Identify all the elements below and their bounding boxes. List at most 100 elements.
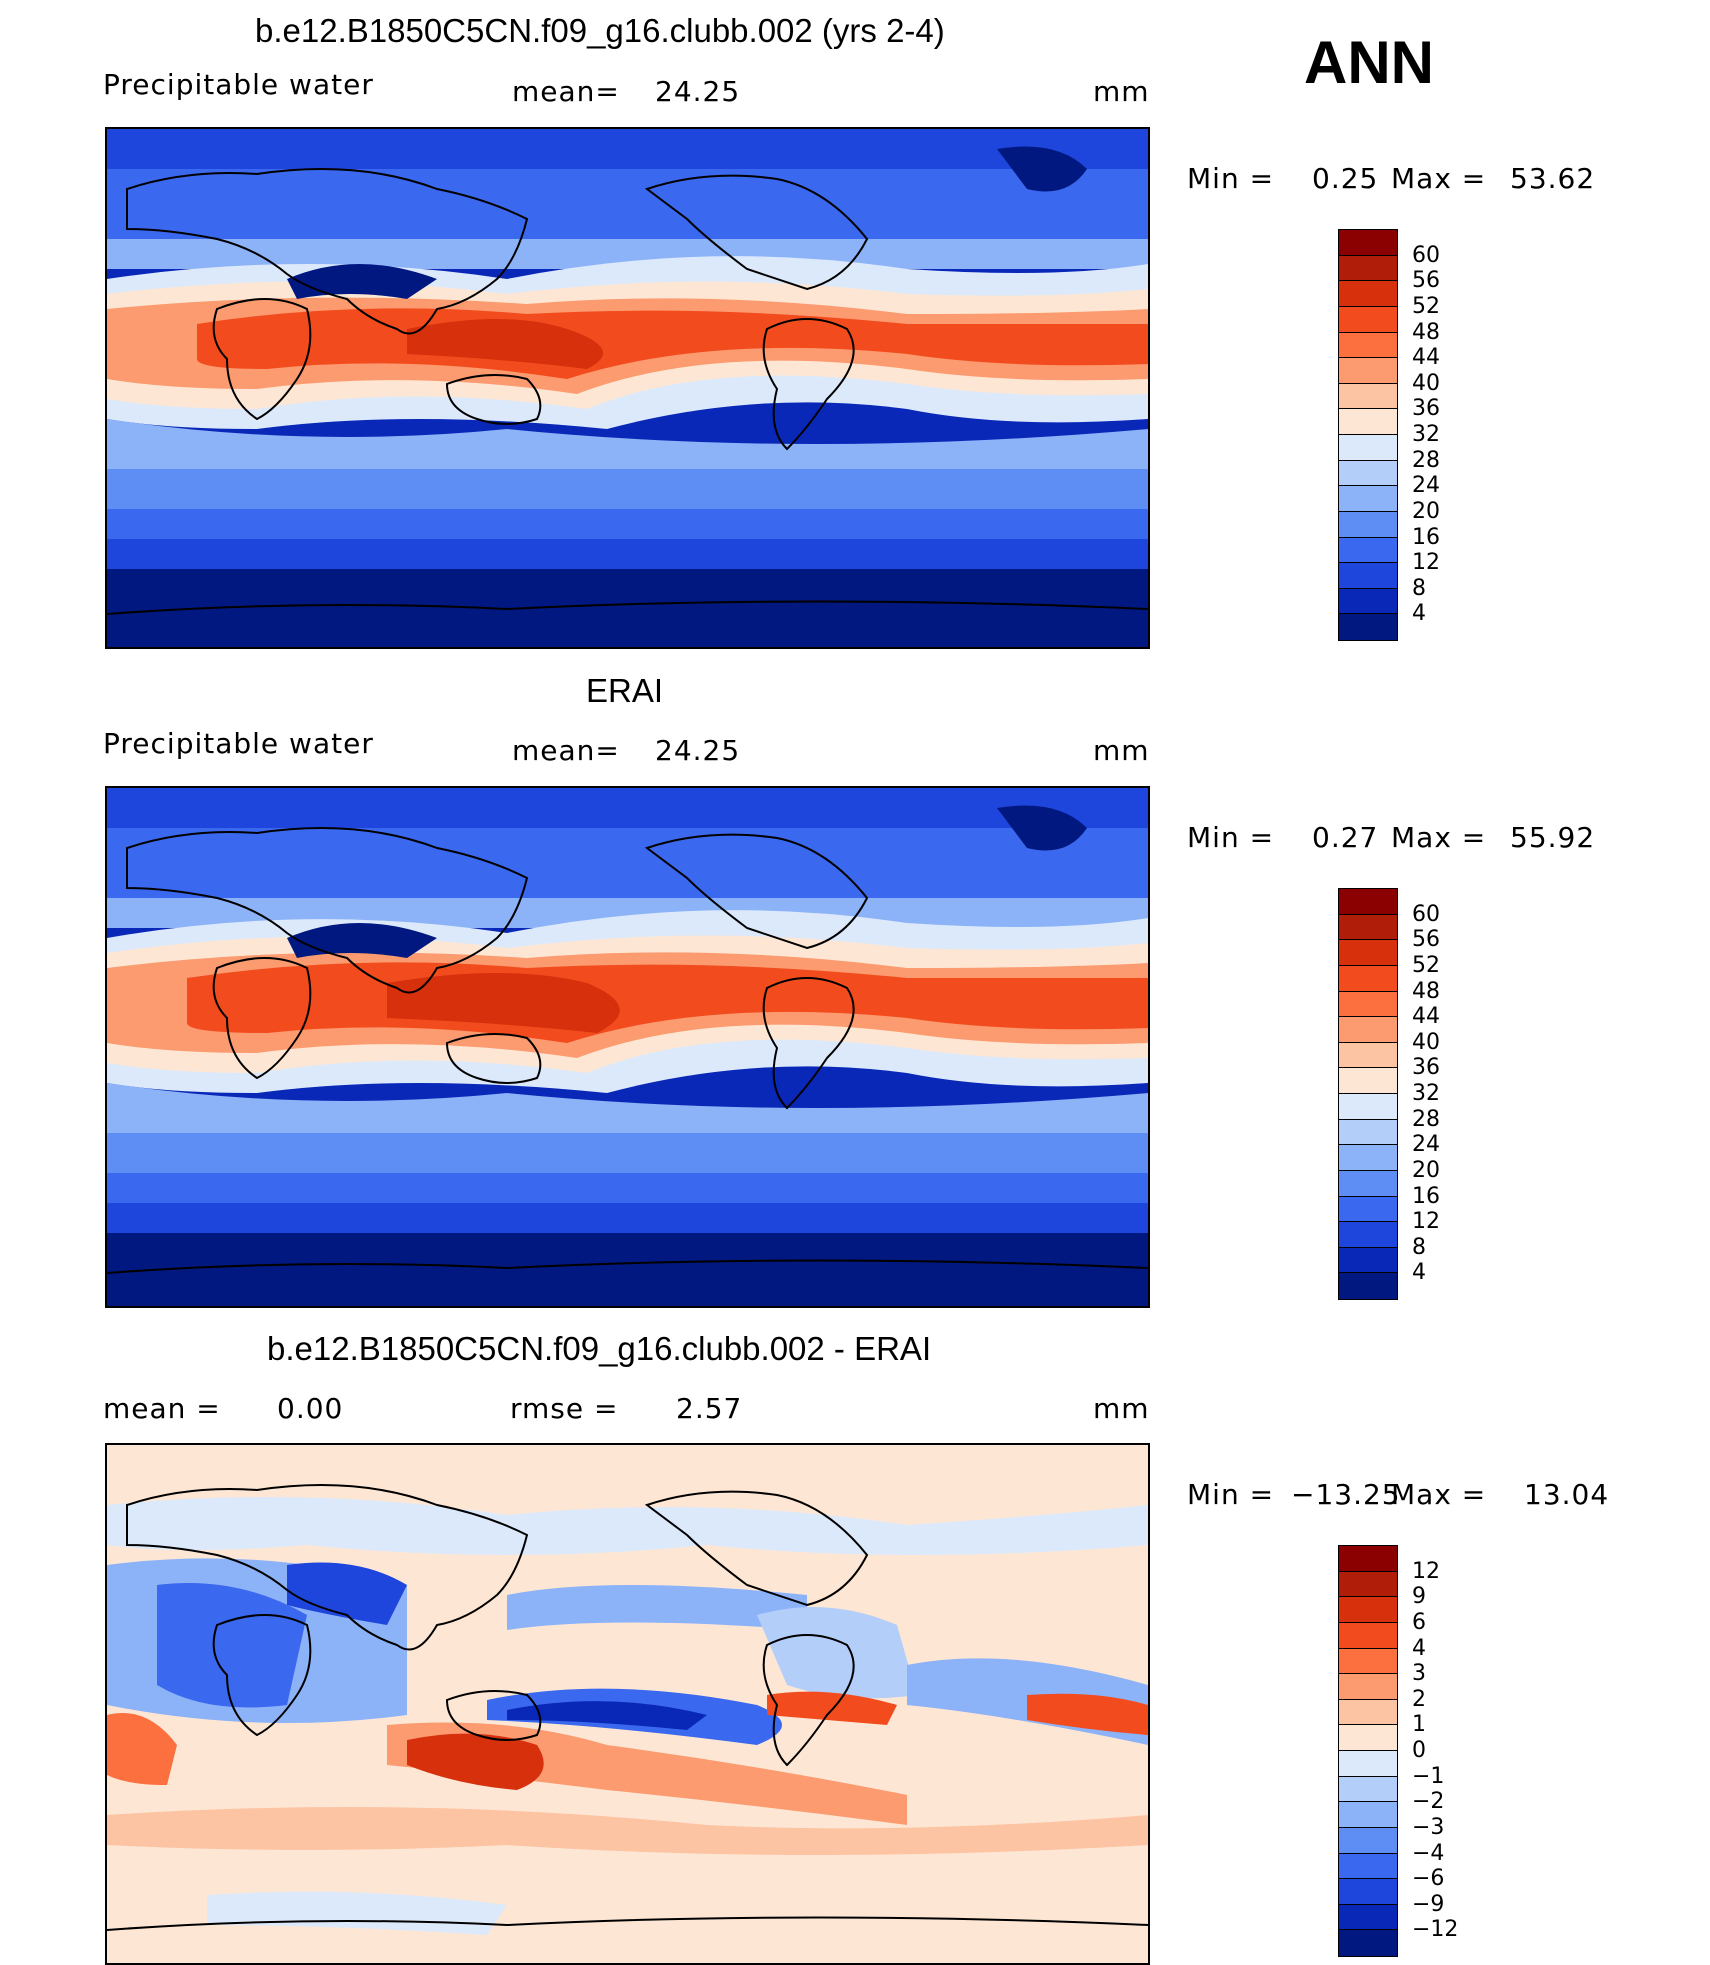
colorbar-swatch xyxy=(1339,1196,1397,1223)
colorbar-swatch xyxy=(1339,1725,1397,1751)
colorbar-tick-label: 40 xyxy=(1412,370,1440,396)
panel-1-max-label: Max = xyxy=(1391,162,1487,195)
colorbar-swatch xyxy=(1339,1853,1397,1880)
colorbar-swatch xyxy=(1339,1571,1397,1598)
colorbar-swatch xyxy=(1339,1068,1397,1094)
colorbar-tick-label: 20 xyxy=(1412,498,1440,524)
colorbar-swatch xyxy=(1339,1042,1397,1069)
panel-2-variable: Precipitable water xyxy=(103,727,374,760)
panel-1-min-label: Min = xyxy=(1187,162,1275,195)
panel-3-title: b.e12.B1850C5CN.f09_g16.clubb.002 - ERAI xyxy=(267,1330,932,1367)
colorbar-swatch xyxy=(1339,1776,1397,1803)
panel-1-variable: Precipitable water xyxy=(103,68,374,101)
panel-1-max-value: 53.62 xyxy=(1510,162,1596,195)
colorbar-tick-label: 44 xyxy=(1412,345,1440,371)
panel-2-colorbar xyxy=(1338,888,1398,1300)
colorbar-swatch xyxy=(1339,1273,1397,1299)
season-label: ANN xyxy=(1304,29,1434,96)
panel-1-colorbar xyxy=(1338,229,1398,641)
colorbar-tick-label: −2 xyxy=(1412,1789,1445,1815)
colorbar-swatch xyxy=(1339,991,1397,1018)
colorbar-tick-label: 16 xyxy=(1412,1183,1440,1209)
panel-2-title: ERAI xyxy=(586,672,664,709)
colorbar-tick-label: 32 xyxy=(1412,1081,1440,1106)
colorbar-swatch xyxy=(1339,1247,1397,1274)
colorbar-tick-label: 44 xyxy=(1412,1004,1440,1030)
colorbar-tick-label: 52 xyxy=(1412,952,1440,978)
colorbar-swatch xyxy=(1339,537,1397,564)
panel-2-map xyxy=(105,786,1150,1308)
colorbar-swatch xyxy=(1339,965,1397,992)
colorbar-swatch xyxy=(1339,306,1397,333)
colorbar-tick-label: 56 xyxy=(1412,268,1440,294)
colorbar-tick-label: 28 xyxy=(1412,447,1440,473)
colorbar-swatch xyxy=(1339,409,1397,435)
panel-1-map xyxy=(105,127,1150,649)
colorbar-tick-label: 60 xyxy=(1412,901,1440,927)
colorbar-tick-label: 12 xyxy=(1412,1558,1440,1584)
panel-3-mean-label: mean = xyxy=(103,1392,221,1425)
panel-3-colorbar xyxy=(1338,1545,1398,1957)
panel-2-mean-value: 24.25 xyxy=(655,734,741,767)
colorbar-swatch xyxy=(1339,1017,1397,1043)
panel-3-max-label: Max = xyxy=(1391,1478,1487,1511)
colorbar-tick-label: 4 xyxy=(1412,1260,1426,1286)
colorbar-tick-label: 8 xyxy=(1412,575,1426,601)
panel-1-title: b.e12.B1850C5CN.f09_g16.clubb.002 (yrs 2… xyxy=(255,12,945,49)
colorbar-tick-label: 8 xyxy=(1412,1234,1426,1260)
colorbar-swatch xyxy=(1339,358,1397,384)
colorbar-swatch xyxy=(1339,435,1397,461)
colorbar-swatch xyxy=(1339,1879,1397,1905)
colorbar-swatch xyxy=(1339,460,1397,487)
colorbar-swatch xyxy=(1339,332,1397,359)
colorbar-tick-label: 4 xyxy=(1412,1635,1426,1661)
panel-3-rmse-value: 2.57 xyxy=(676,1392,743,1425)
colorbar-swatch xyxy=(1339,1094,1397,1120)
panel-2-min-label: Min = xyxy=(1187,821,1275,854)
colorbar-tick-label: 24 xyxy=(1412,473,1440,499)
colorbar-tick-label: 6 xyxy=(1412,1609,1426,1635)
colorbar-swatch xyxy=(1339,1597,1397,1623)
colorbar-tick-label: −12 xyxy=(1412,1917,1459,1943)
colorbar-tick-label: 52 xyxy=(1412,293,1440,319)
colorbar-swatch xyxy=(1339,1170,1397,1197)
panel-3-units: mm xyxy=(1093,1392,1150,1425)
colorbar-swatch xyxy=(1339,1119,1397,1146)
colorbar-swatch xyxy=(1339,1827,1397,1854)
panel-1-mean-value: 24.25 xyxy=(655,75,741,108)
colorbar-tick-label: 4 xyxy=(1412,601,1426,627)
panel-2-units: mm xyxy=(1093,734,1150,767)
colorbar-tick-label: −1 xyxy=(1412,1763,1445,1789)
panel-1-units: mm xyxy=(1093,75,1150,108)
colorbar-swatch xyxy=(1339,511,1397,538)
panel-2-max-value: 55.92 xyxy=(1510,821,1596,854)
panel-3-map xyxy=(105,1443,1150,1965)
colorbar-tick-label: −9 xyxy=(1412,1891,1445,1917)
colorbar-tick-label: −6 xyxy=(1412,1866,1445,1892)
colorbar-swatch xyxy=(1339,1622,1397,1649)
colorbar-tick-label: 36 xyxy=(1412,396,1440,422)
panel-2-min-value: 0.27 xyxy=(1312,821,1379,854)
panel-3-max-value: 13.04 xyxy=(1524,1478,1610,1511)
colorbar-swatch xyxy=(1339,1648,1397,1675)
colorbar-tick-label: 0 xyxy=(1412,1738,1426,1763)
colorbar-swatch xyxy=(1339,383,1397,410)
colorbar-swatch xyxy=(1339,486,1397,512)
panel-2-mean-label: mean= xyxy=(512,734,620,767)
colorbar-swatch xyxy=(1339,230,1397,256)
colorbar-swatch xyxy=(1339,1904,1397,1931)
colorbar-tick-label: 60 xyxy=(1412,242,1440,268)
colorbar-swatch xyxy=(1339,1674,1397,1700)
colorbar-swatch xyxy=(1339,940,1397,966)
panel-2-max-label: Max = xyxy=(1391,821,1487,854)
colorbar-tick-label: 48 xyxy=(1412,978,1440,1004)
colorbar-swatch xyxy=(1339,255,1397,282)
colorbar-swatch xyxy=(1339,614,1397,640)
colorbar-tick-label: −3 xyxy=(1412,1814,1445,1840)
colorbar-swatch xyxy=(1339,588,1397,615)
colorbar-swatch xyxy=(1339,1145,1397,1171)
colorbar-tick-label: 32 xyxy=(1412,422,1440,447)
colorbar-tick-label: 28 xyxy=(1412,1106,1440,1132)
colorbar-tick-label: 9 xyxy=(1412,1584,1426,1610)
colorbar-tick-label: 20 xyxy=(1412,1157,1440,1183)
